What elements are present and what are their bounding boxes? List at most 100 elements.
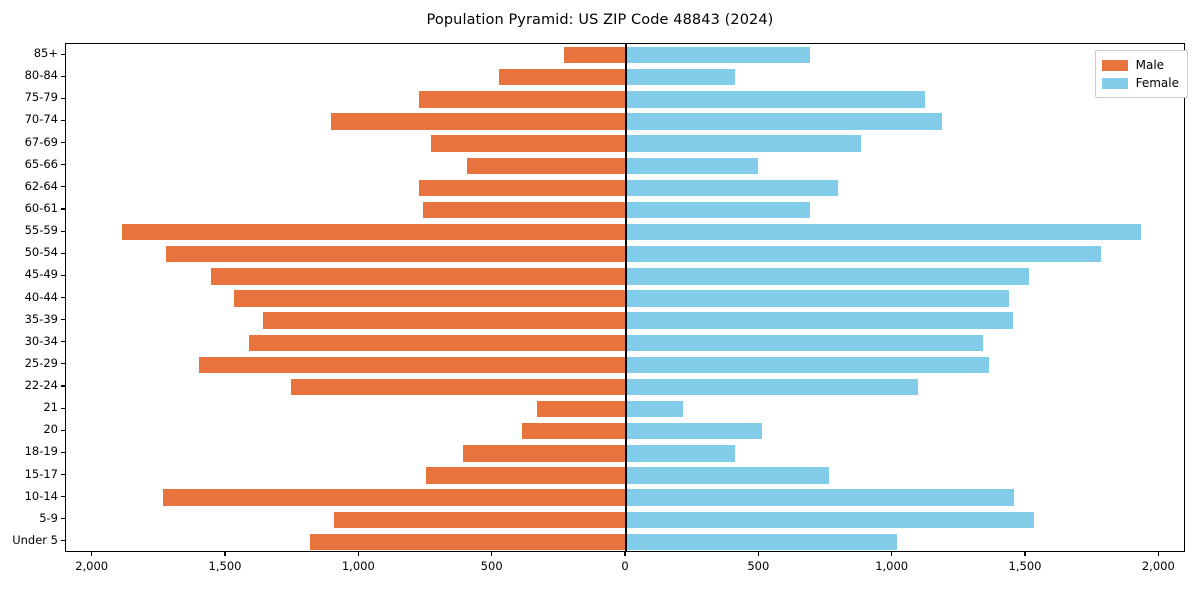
- bar-row: [66, 91, 1184, 108]
- x-axis-label: 2,000: [1141, 559, 1175, 573]
- y-axis-label: 10-14: [24, 488, 58, 503]
- bar-male[interactable]: [334, 511, 626, 528]
- y-axis-label: 65-66: [24, 156, 58, 171]
- bar-female[interactable]: [626, 378, 918, 396]
- y-axis-label: 22-24: [24, 378, 58, 393]
- y-axis-tick: [61, 53, 65, 55]
- chart-title: Population Pyramid: US ZIP Code 48843 (2…: [426, 12, 774, 28]
- y-axis-label: Under 5: [12, 532, 58, 547]
- bar-male[interactable]: [563, 46, 626, 64]
- bar-female[interactable]: [626, 423, 762, 440]
- bar-female[interactable]: [626, 91, 925, 108]
- bar-female[interactable]: [626, 157, 758, 174]
- bar-row: [66, 423, 1184, 440]
- x-axis-tick: [891, 552, 893, 556]
- bar-female[interactable]: [626, 489, 1014, 506]
- x-axis-label: 1,500: [208, 559, 242, 573]
- x-axis-label: 1,500: [1008, 559, 1042, 573]
- bar-row: [66, 312, 1184, 329]
- plot-area: [65, 43, 1185, 552]
- y-axis-tick: [61, 274, 65, 276]
- zero-axis-line: [625, 44, 627, 551]
- bar-female[interactable]: [626, 46, 810, 64]
- bar-male[interactable]: [199, 356, 626, 374]
- bar-male[interactable]: [166, 246, 626, 263]
- bar-row: [66, 201, 1184, 219]
- bar-row: [66, 157, 1184, 174]
- bar-male[interactable]: [419, 91, 626, 108]
- bar-female[interactable]: [626, 356, 989, 374]
- bar-row: [66, 46, 1184, 64]
- bar-row: [66, 511, 1184, 528]
- y-axis-label: 67-69: [24, 134, 58, 149]
- x-axis-tick: [1024, 552, 1026, 556]
- y-axis-label: 5-9: [39, 510, 58, 525]
- bar-female[interactable]: [626, 69, 736, 86]
- bar-male[interactable]: [536, 400, 626, 418]
- bar-male[interactable]: [331, 113, 626, 130]
- y-axis-label: 80-84: [24, 68, 58, 83]
- bar-male[interactable]: [419, 179, 626, 197]
- bar-male[interactable]: [291, 378, 626, 396]
- legend-label-female: Female: [1135, 76, 1179, 90]
- x-axis-tick: [224, 552, 226, 556]
- bar-row: [66, 290, 1184, 307]
- bar-row: [66, 113, 1184, 130]
- bar-female[interactable]: [626, 533, 897, 551]
- legend-item-female[interactable]: Female: [1101, 74, 1179, 92]
- bar-female[interactable]: [626, 312, 1013, 329]
- bar-row: [66, 135, 1184, 152]
- bar-male[interactable]: [263, 312, 626, 329]
- bars-layer: [66, 44, 1184, 551]
- bar-female[interactable]: [626, 334, 984, 351]
- bar-female[interactable]: [626, 290, 1009, 307]
- bar-female[interactable]: [626, 135, 861, 152]
- bar-male[interactable]: [426, 467, 626, 484]
- y-axis-label: 21: [43, 400, 58, 415]
- bar-male[interactable]: [248, 334, 626, 351]
- y-axis-label: 75-79: [24, 90, 58, 105]
- x-axis-label: 1,000: [875, 559, 909, 573]
- y-axis-tick: [61, 75, 65, 77]
- bar-male[interactable]: [211, 268, 626, 285]
- y-axis-label: 35-39: [24, 311, 58, 326]
- bar-male[interactable]: [310, 533, 626, 551]
- bar-row: [66, 445, 1184, 462]
- bar-female[interactable]: [626, 268, 1029, 285]
- y-axis-tick: [61, 407, 65, 409]
- bar-male[interactable]: [498, 69, 626, 86]
- bar-female[interactable]: [626, 445, 736, 462]
- bar-row: [66, 179, 1184, 197]
- bar-female[interactable]: [626, 246, 1101, 263]
- bar-female[interactable]: [626, 201, 810, 219]
- y-axis-tick: [61, 164, 65, 166]
- bar-female[interactable]: [626, 400, 684, 418]
- y-axis-tick: [61, 208, 65, 210]
- bar-row: [66, 489, 1184, 506]
- bar-male[interactable]: [431, 135, 626, 152]
- bar-female[interactable]: [626, 511, 1034, 528]
- legend-item-male[interactable]: Male: [1101, 56, 1179, 74]
- bar-female[interactable]: [626, 223, 1141, 241]
- bar-male[interactable]: [122, 223, 626, 241]
- bar-male[interactable]: [234, 290, 626, 307]
- y-axis-label: 50-54: [24, 245, 58, 260]
- bar-male[interactable]: [522, 423, 626, 440]
- bar-female[interactable]: [626, 179, 838, 197]
- legend-label-male: Male: [1135, 58, 1165, 72]
- y-axis-label: 62-64: [24, 178, 58, 193]
- bar-female[interactable]: [626, 113, 942, 130]
- bar-male[interactable]: [423, 201, 626, 219]
- bar-male[interactable]: [467, 157, 626, 174]
- x-axis-label: 500: [480, 559, 503, 573]
- bar-male[interactable]: [163, 489, 626, 506]
- y-axis-tick: [61, 119, 65, 121]
- y-axis-tick: [61, 540, 65, 542]
- bar-female[interactable]: [626, 467, 829, 484]
- y-axis-label: 30-34: [24, 333, 58, 348]
- y-axis-label: 45-49: [24, 267, 58, 282]
- x-axis-label: 500: [747, 559, 770, 573]
- bar-row: [66, 533, 1184, 551]
- x-axis-tick: [624, 552, 626, 556]
- bar-male[interactable]: [463, 445, 626, 462]
